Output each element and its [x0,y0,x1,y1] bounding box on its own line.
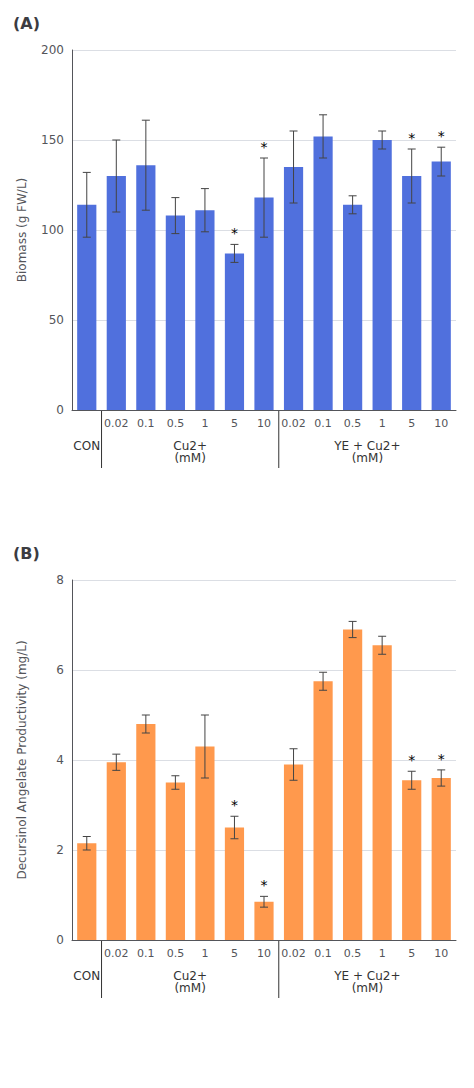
svg-text:*: * [438,128,445,144]
svg-text:0: 0 [56,403,64,417]
svg-text:10: 10 [434,417,448,430]
svg-text:1: 1 [201,947,208,960]
svg-text:0.02: 0.02 [104,417,129,430]
svg-text:0.02: 0.02 [104,947,129,960]
svg-text:1: 1 [379,417,386,430]
svg-text:*: * [261,139,268,155]
svg-text:0.02: 0.02 [281,947,306,960]
svg-text:(B): (B) [13,544,40,563]
svg-text:0.5: 0.5 [167,417,185,430]
svg-text:5: 5 [408,417,415,430]
svg-text:10: 10 [257,417,271,430]
svg-text:100: 100 [41,223,64,237]
svg-text:CON: CON [73,969,100,983]
svg-text:0.1: 0.1 [314,417,332,430]
svg-text:*: * [231,225,238,241]
svg-text:(A): (A) [13,14,40,33]
svg-text:(mM): (mM) [174,981,205,995]
svg-text:Cu2+: Cu2+ [173,969,207,983]
svg-text:0.5: 0.5 [344,417,362,430]
svg-text:(mM): (mM) [174,451,205,465]
svg-text:0.1: 0.1 [137,947,155,960]
svg-text:0: 0 [56,933,64,947]
svg-text:(mM): (mM) [352,981,383,995]
svg-text:1: 1 [201,417,208,430]
svg-text:*: * [231,797,238,813]
svg-text:Biomass (g FW/L): Biomass (g FW/L) [15,178,29,283]
svg-text:0.5: 0.5 [344,947,362,960]
svg-text:0.1: 0.1 [314,947,332,960]
svg-text:YE + Cu2+: YE + Cu2+ [334,439,401,453]
svg-text:*: * [408,130,415,146]
svg-text:0.1: 0.1 [137,417,155,430]
svg-text:10: 10 [434,947,448,960]
svg-text:4: 4 [56,753,64,767]
svg-text:0.5: 0.5 [167,947,185,960]
svg-text:200: 200 [41,43,64,57]
svg-text:150: 150 [41,133,64,147]
svg-text:1: 1 [379,947,386,960]
svg-text:*: * [438,751,445,767]
svg-text:*: * [261,877,268,893]
svg-text:8: 8 [56,573,64,587]
svg-text:2: 2 [56,843,64,857]
svg-text:5: 5 [408,947,415,960]
svg-text:5: 5 [231,417,238,430]
svg-text:Cu2+: Cu2+ [173,439,207,453]
svg-text:50: 50 [49,313,64,327]
svg-text:10: 10 [257,947,271,960]
svg-text:YE + Cu2+: YE + Cu2+ [334,969,401,983]
svg-text:0.02: 0.02 [281,417,306,430]
svg-text:5: 5 [231,947,238,960]
svg-text:*: * [408,752,415,768]
svg-text:6: 6 [56,663,64,677]
svg-text:CON: CON [73,439,100,453]
svg-text:Decursinol Angelate Productivi: Decursinol Angelate Productivity (mg/L) [15,640,29,879]
svg-text:(mM): (mM) [352,451,383,465]
